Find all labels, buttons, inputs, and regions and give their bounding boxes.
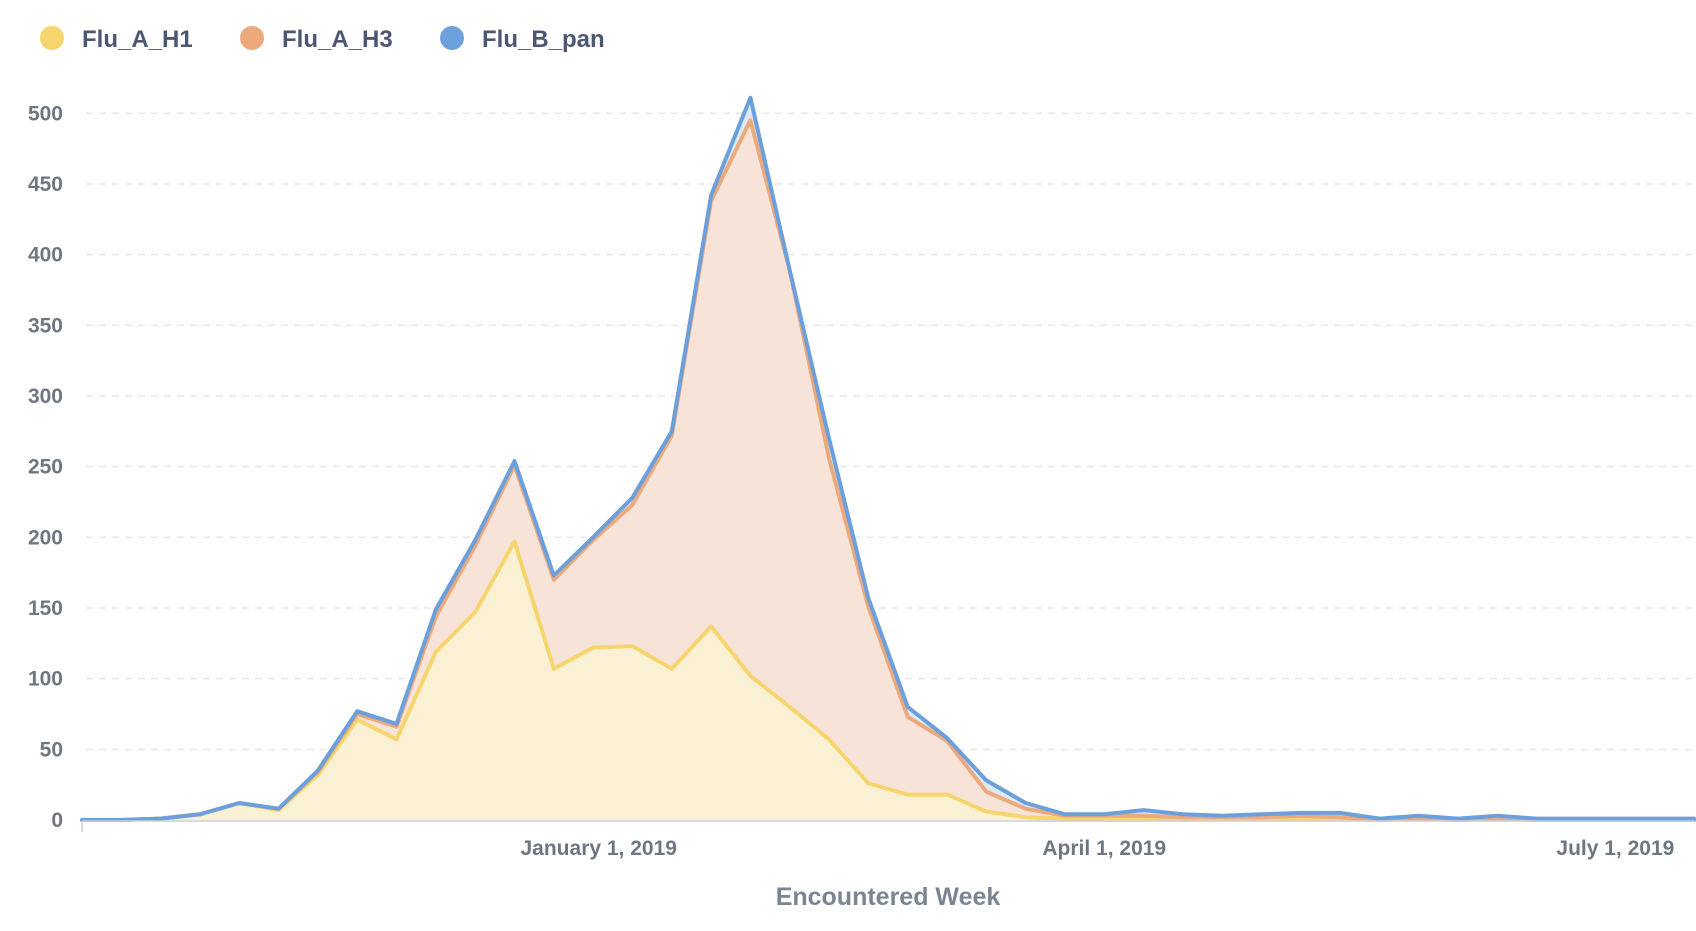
y-tick-label: 250 bbox=[28, 456, 63, 479]
legend-label: Flu_A_H3 bbox=[282, 26, 393, 53]
legend-label: Flu_A_H1 bbox=[82, 26, 193, 53]
area-flu-a-h1 bbox=[82, 541, 1694, 820]
legend-item-flu-a-h3[interactable]: Flu_A_H3 bbox=[240, 26, 393, 53]
y-tick-label: 300 bbox=[28, 385, 63, 408]
x-axis-title: Encountered Week bbox=[776, 883, 1001, 911]
legend-swatch bbox=[40, 26, 64, 50]
x-tick-label: January 1, 2019 bbox=[521, 837, 677, 860]
legend-item-flu-b-pan[interactable]: Flu_B_pan bbox=[440, 26, 605, 53]
y-tick-label: 0 bbox=[51, 809, 63, 832]
y-tick-label: 150 bbox=[28, 597, 63, 620]
y-tick-label: 350 bbox=[28, 314, 63, 337]
legend: Flu_A_H1 Flu_A_H3 Flu_B_pan bbox=[40, 26, 605, 53]
y-tick-label: 450 bbox=[28, 173, 63, 196]
legend-swatch bbox=[240, 26, 264, 50]
x-tick-label: July 1, 2019 bbox=[1556, 837, 1674, 860]
legend-swatch bbox=[440, 26, 464, 50]
y-axis: 0 50 100 150 200 250 300 350 400 450 500 bbox=[28, 102, 63, 832]
line-flu-b-pan bbox=[80, 95, 1696, 822]
area-flu-a-h3 bbox=[82, 120, 1694, 821]
y-tick-label: 400 bbox=[28, 244, 63, 267]
y-tick-label: 500 bbox=[28, 102, 63, 125]
legend-label: Flu_B_pan bbox=[482, 26, 605, 53]
area-layers bbox=[82, 97, 1694, 821]
y-tick-label: 100 bbox=[28, 668, 63, 691]
legend-item-flu-a-h1[interactable]: Flu_A_H1 bbox=[40, 26, 193, 53]
series-lines bbox=[80, 95, 1696, 822]
x-axis: January 1, 2019 April 1, 2019 July 1, 2019… bbox=[81, 820, 1694, 911]
x-tick-label: April 1, 2019 bbox=[1042, 837, 1166, 860]
y-tick-label: 200 bbox=[28, 526, 63, 549]
grid-lines bbox=[86, 112, 1694, 751]
y-tick-label: 50 bbox=[40, 738, 63, 761]
